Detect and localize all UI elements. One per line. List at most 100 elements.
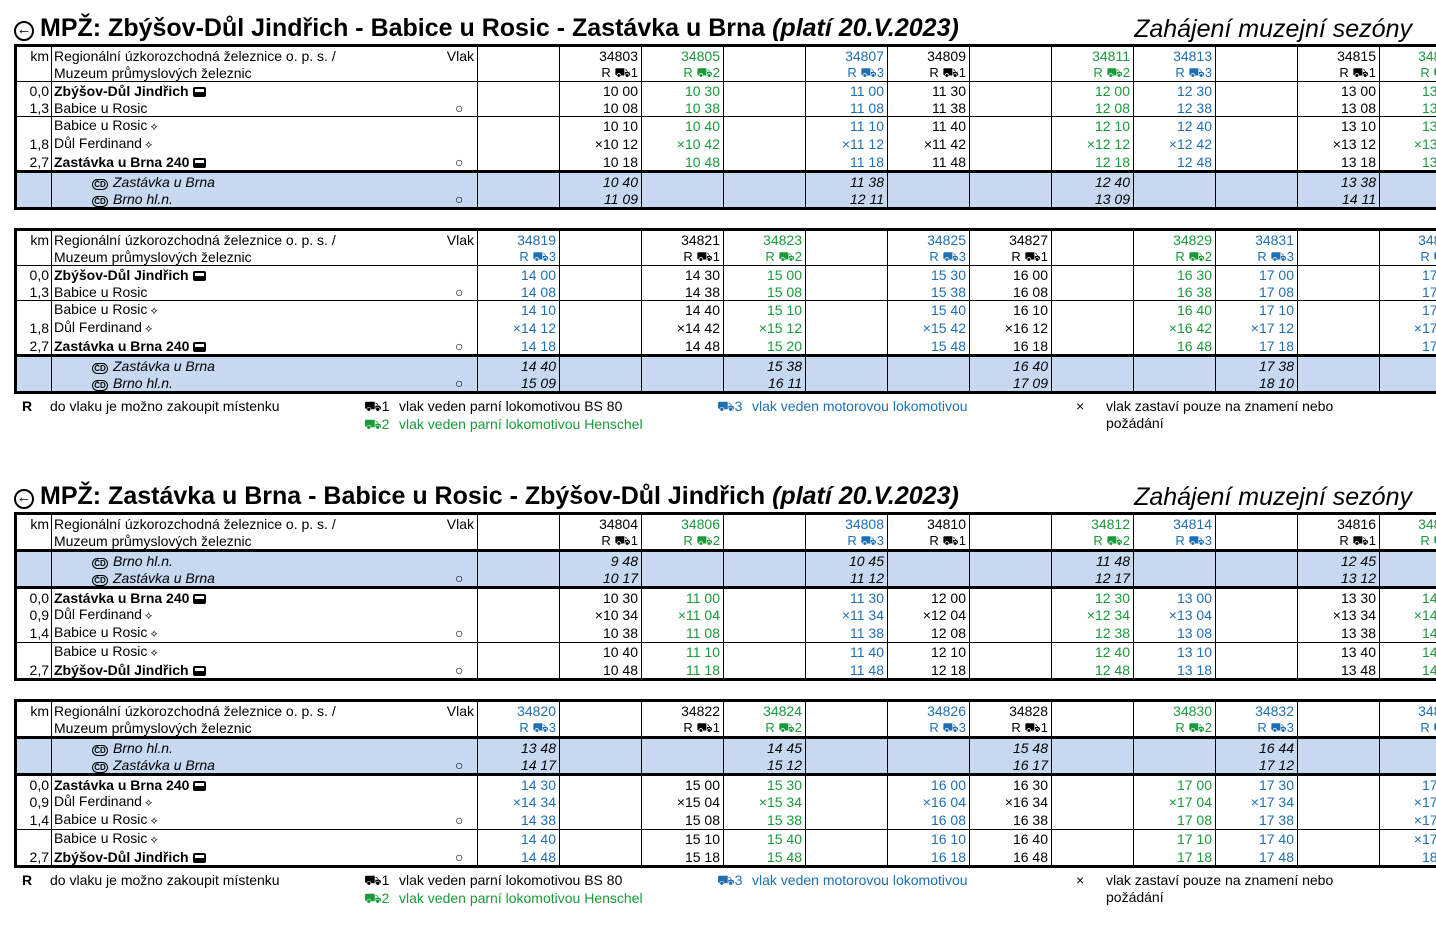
train-category bbox=[477, 64, 560, 82]
time-cell: 16 30 bbox=[1133, 265, 1216, 283]
time-cell bbox=[969, 661, 1052, 680]
time-cell bbox=[887, 374, 970, 393]
time-cell: 13 09 bbox=[1051, 190, 1134, 209]
legend-loco1-symbol: ⛟1 bbox=[364, 872, 390, 888]
time-cell bbox=[1215, 586, 1298, 606]
time-cell: 14 30 bbox=[477, 773, 560, 793]
time-cell: 14 48 bbox=[477, 848, 560, 867]
legend-r-symbol: R bbox=[22, 872, 33, 888]
time-cell: 12 40 bbox=[1051, 642, 1134, 661]
train-number: 34821 bbox=[641, 229, 724, 248]
station-cell: Zastávka u Brna 240 bbox=[51, 153, 442, 172]
time-cell: ×17 34 bbox=[1215, 793, 1298, 811]
station-name: Důl Ferdinand bbox=[54, 319, 142, 335]
station-name: Brno hl.n. bbox=[113, 374, 173, 391]
request-stop-icon: ⟡ bbox=[147, 628, 158, 640]
train-number: 34823 bbox=[723, 229, 806, 248]
time-cell: ×14 04 bbox=[1379, 606, 1436, 624]
time-cell: 13 38 bbox=[1297, 624, 1380, 643]
time-cell: 14 00 bbox=[477, 265, 560, 283]
time-cell: 13 10 bbox=[1133, 642, 1216, 661]
time-cell bbox=[805, 756, 888, 775]
station-row: 2,7 Zastávka u Brna 240 ○ 14 18 14 48 15 20 15… bbox=[16, 337, 1436, 356]
time-cell: 14 17 bbox=[477, 756, 560, 775]
km-value: 2,7 bbox=[29, 153, 49, 170]
time-cell: 10 08 bbox=[559, 99, 642, 117]
train-number: 34829 bbox=[1133, 229, 1216, 248]
time-cell bbox=[1379, 736, 1436, 756]
time-cell: 14 08 bbox=[1379, 624, 1436, 643]
station-row: Babice u Rosic ⟡ 10 10 10 40 11 10 11 40 12 1… bbox=[15, 116, 1436, 135]
train-number: 34834 bbox=[1379, 700, 1436, 719]
circle-icon: ○ bbox=[455, 99, 464, 116]
station-cell: Babice u Rosic bbox=[51, 99, 442, 117]
km-header-blank bbox=[16, 719, 52, 738]
time-cell: 18 06 bbox=[1379, 848, 1436, 867]
time-cell: 10 38 bbox=[559, 624, 642, 643]
time-cell bbox=[559, 829, 642, 848]
time-cell bbox=[559, 756, 642, 775]
request-stop-icon: ⟡ bbox=[147, 121, 158, 133]
legend-loco1-text: vlak veden parní lokomotivou BS 80 bbox=[399, 398, 623, 414]
bus-icon bbox=[192, 665, 206, 676]
legend-request-text-1: vlak zastaví pouze na znamení nebo bbox=[1106, 398, 1334, 414]
train-number: 34831 bbox=[1215, 229, 1298, 248]
time-cell bbox=[805, 300, 888, 319]
train-number bbox=[477, 45, 560, 64]
station-row: 1,4 Babice u Rosic ⟡ ○ 10 38 11 08 11 38 12 08… bbox=[16, 624, 1436, 643]
time-cell bbox=[887, 569, 970, 588]
km-value: 1,8 bbox=[29, 320, 49, 336]
time-cell bbox=[1215, 549, 1298, 569]
time-cell: 11 12 bbox=[805, 569, 888, 588]
station-cell: Zastávka u Brna 240 bbox=[51, 586, 442, 606]
station-name: Babice u Rosic bbox=[54, 99, 148, 116]
time-cell bbox=[805, 283, 888, 301]
header-row: km Regionální úzkorozchodná železnice o. … bbox=[16, 45, 1436, 64]
time-cell bbox=[1051, 374, 1134, 393]
train-category: R ⛟3 bbox=[887, 719, 970, 738]
time-cell: 16 30 bbox=[969, 773, 1052, 793]
time-cell bbox=[1379, 170, 1436, 190]
time-cell bbox=[1297, 300, 1380, 319]
train-number: 34825 bbox=[887, 229, 970, 248]
time-cell bbox=[1051, 283, 1134, 301]
legend-loco1-symbol: ⛟1 bbox=[364, 398, 390, 414]
season-label: Zahájení muzejní sezóny bbox=[1134, 483, 1412, 511]
header-row: km Regionální úzkorozchodná železnice o. … bbox=[16, 229, 1436, 248]
time-cell: ×17 58 bbox=[1379, 829, 1436, 848]
station-row: ČD Brno hl.n. 13 48 14 45 15 48 16 44 bbox=[15, 736, 1436, 756]
km-value bbox=[15, 569, 52, 588]
station-name: Důl Ferdinand bbox=[54, 606, 142, 622]
time-cell bbox=[641, 374, 724, 393]
station-row: Babice u Rosic ⟡ 14 40 15 10 15 40 16 10 16 4… bbox=[15, 829, 1436, 848]
station-cell: Zastávka u Brna 240 bbox=[51, 337, 442, 356]
section-title: ← MPŽ: Zbýšov-Důl Jindřich - Babice u Ros… bbox=[14, 14, 959, 43]
time-cell bbox=[805, 829, 888, 848]
station-cell: ČD Zastávka u Brna bbox=[51, 170, 442, 190]
time-cell: 17 08 bbox=[1133, 811, 1216, 830]
time-cell: 17 18 bbox=[1133, 848, 1216, 867]
time-cell: ×12 04 bbox=[887, 606, 970, 624]
train-category: R ⛟1 bbox=[641, 719, 724, 738]
time-cell: ×13 04 bbox=[1133, 606, 1216, 624]
time-cell: 15 48 bbox=[723, 848, 806, 867]
train-category: R ⛟3 bbox=[1379, 719, 1436, 738]
time-cell: 16 18 bbox=[969, 337, 1052, 356]
station-cell: Babice u Rosic ⟡ bbox=[51, 642, 442, 661]
km-header-blank bbox=[16, 532, 52, 551]
time-cell bbox=[805, 736, 888, 756]
operator-name: Regionální úzkorozchodná železnice o. p.… bbox=[54, 231, 336, 248]
time-cell: 11 38 bbox=[805, 624, 888, 643]
time-cell bbox=[477, 135, 560, 153]
time-cell bbox=[1215, 642, 1298, 661]
cd-logo-icon: ČD bbox=[92, 362, 108, 374]
time-cell bbox=[477, 99, 560, 117]
legend-r-text: do vlaku je možno zakoupit místenku bbox=[50, 872, 280, 888]
legend-request-text-2: požádání bbox=[1106, 415, 1164, 431]
time-cell bbox=[1297, 736, 1380, 756]
km-header-blank bbox=[16, 64, 52, 82]
legend-loco2-symbol: ⛟2 bbox=[364, 890, 390, 906]
train-number: 34809 bbox=[887, 45, 970, 64]
station-cell: Důl Ferdinand ⟡ bbox=[51, 135, 442, 153]
train-number: 34820 bbox=[477, 700, 560, 719]
